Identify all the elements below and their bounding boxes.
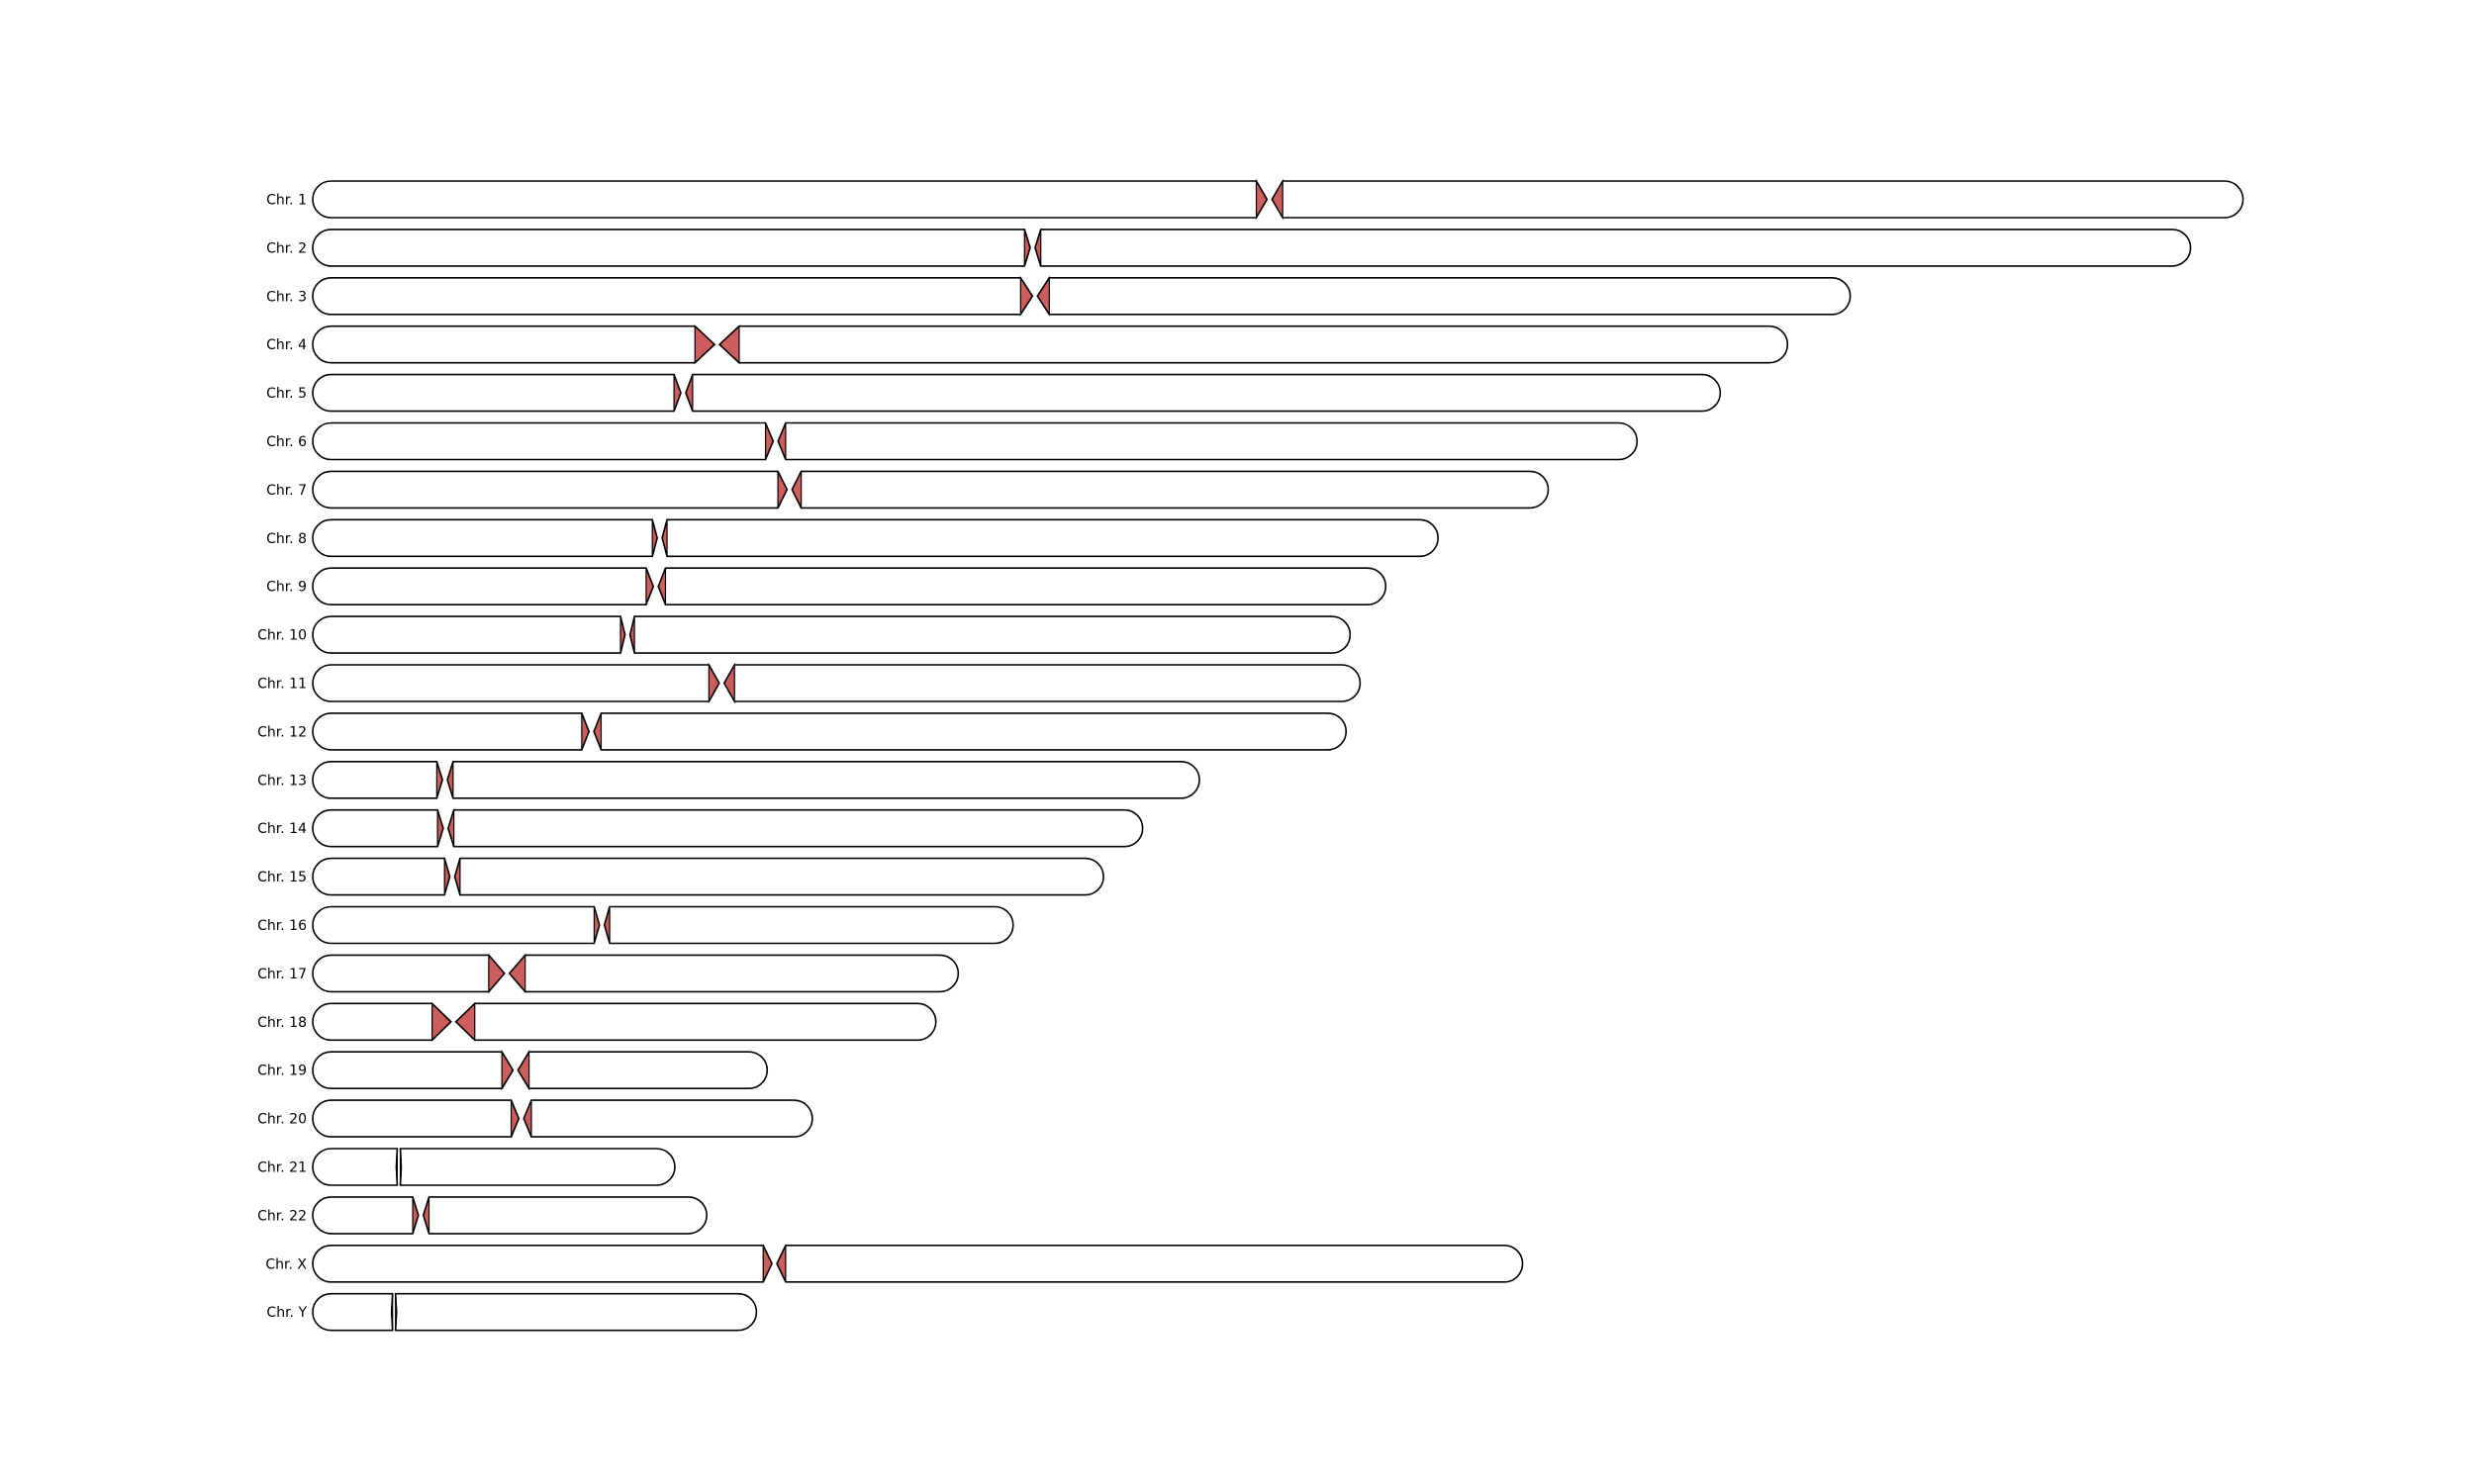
chromosome-label: Chr. 6: [266, 434, 307, 450]
p-arm: [312, 664, 720, 702]
chromosome-row: Chr. 13: [257, 761, 1200, 799]
p-arm: [312, 905, 601, 945]
chromosome-row: Chr. 11: [257, 662, 1362, 704]
p-arm: [312, 229, 1031, 267]
chromosome-row: Chr. X: [265, 1245, 1524, 1283]
p-arm: [312, 567, 655, 605]
chromosome-row: Chr. 5: [266, 373, 1722, 413]
chromosome-row: Chr. 18: [257, 1001, 937, 1042]
chromosome-label: Chr. 22: [257, 1208, 307, 1224]
chromosome-label: Chr. 8: [266, 531, 307, 547]
chromosome-label: Chr. 11: [257, 677, 307, 693]
chromosome-label: Chr. 21: [257, 1160, 307, 1176]
q-arm: [394, 1292, 758, 1332]
chromosome-rows: Chr. 1 Chr. 2 Chr. 3 Chr. 4 Chr. 5 Chr. 6 Chr.…: [257, 178, 2244, 1332]
q-arm: [1271, 180, 2244, 219]
p-arm: [312, 1292, 394, 1332]
chromosome-label: Chr. 12: [257, 724, 307, 740]
q-arm: [454, 1002, 937, 1042]
p-arm: [312, 1148, 399, 1186]
chromosome-label: Chr. 5: [266, 386, 307, 402]
chromosome-row: Chr. 12: [257, 712, 1348, 751]
p-arm: [312, 277, 1034, 316]
chromosome-label: Chr. 19: [257, 1064, 307, 1079]
chromosome-row: Chr. 6: [266, 421, 1639, 461]
chromosome-label: Chr. 10: [257, 628, 307, 644]
chromosome-label: Chr. 20: [257, 1112, 307, 1128]
chromosome-label: Chr. Y: [266, 1305, 307, 1321]
q-arm: [422, 1196, 708, 1235]
q-arm: [791, 470, 1550, 510]
chromosome-label: Chr. 18: [257, 1015, 307, 1031]
chromosome-row: Chr. 7: [266, 470, 1550, 510]
q-arm: [447, 808, 1144, 848]
chromosome-label: Chr. 4: [266, 337, 307, 353]
p-arm: [312, 808, 444, 848]
q-arm: [399, 1148, 676, 1186]
p-arm: [312, 1051, 515, 1089]
chromosome-row: Chr. 16: [257, 905, 1014, 945]
chromosome-label: Chr. 16: [257, 918, 307, 934]
chromosome-label: Chr. 14: [257, 821, 307, 837]
p-arm: [312, 761, 443, 799]
q-arm: [603, 905, 1014, 945]
chromosome-row: Chr. 4: [266, 325, 1789, 365]
p-arm: [312, 615, 626, 654]
p-arm: [312, 180, 1269, 219]
q-arm: [453, 857, 1104, 896]
p-arm: [312, 1196, 420, 1235]
chromosome-row: Chr. 14: [257, 808, 1144, 848]
q-arm: [722, 664, 1362, 702]
p-arm: [312, 712, 591, 751]
chromosome-row: Chr. 9: [266, 567, 1387, 605]
chromosome-row: Chr. 3: [266, 275, 1852, 317]
q-arm: [523, 1099, 813, 1138]
q-arm: [776, 1245, 1524, 1283]
q-arm: [1034, 229, 2192, 267]
p-arm: [312, 857, 451, 896]
chromosome-row: Chr. 8: [266, 518, 1439, 558]
chromosome-label: Chr. 9: [266, 580, 307, 596]
q-arm: [1036, 277, 1852, 316]
chromosome-row: Chr. 21: [257, 1148, 676, 1186]
q-arm: [628, 615, 1352, 654]
chromosome-row: Chr. 1: [266, 178, 2244, 221]
chromosome-label: Chr. X: [265, 1256, 307, 1272]
p-arm: [312, 954, 506, 993]
p-arm: [312, 1099, 521, 1138]
p-arm: [312, 421, 775, 461]
q-arm: [685, 373, 1722, 413]
chromosome-row: Chr. 2: [266, 229, 2192, 267]
chromosome-row: Chr. Y: [266, 1292, 758, 1332]
p-arm: [312, 1245, 773, 1283]
chromosome-row: Chr. 20: [257, 1099, 813, 1138]
q-arm: [517, 1051, 769, 1089]
q-arm: [661, 518, 1439, 558]
chromosome-label: Chr. 17: [257, 967, 307, 982]
chromosome-label: Chr. 7: [266, 483, 307, 499]
q-arm: [508, 954, 960, 993]
chromosome-label: Chr. 15: [257, 870, 307, 885]
q-arm: [446, 761, 1200, 799]
chromosome-row: Chr. 19: [257, 1050, 769, 1091]
p-arm: [312, 470, 789, 510]
chromosome-label: Chr. 3: [266, 289, 307, 305]
q-arm: [657, 567, 1387, 605]
chromosome-row: Chr. 10: [257, 615, 1352, 654]
p-arm: [312, 518, 658, 558]
q-arm: [593, 712, 1348, 751]
q-arm: [717, 325, 1789, 364]
chromosome-row: Chr. 15: [257, 857, 1104, 896]
chromosome-label: Chr. 2: [266, 240, 307, 256]
chromosome-row: Chr. 17: [257, 953, 960, 994]
p-arm: [312, 1002, 452, 1042]
p-arm: [312, 373, 682, 413]
p-arm: [312, 325, 716, 364]
q-arm: [777, 421, 1639, 461]
chromosome-row: Chr. 22: [257, 1196, 708, 1235]
chromosome-label: Chr. 1: [266, 193, 307, 209]
chromosome-label: Chr. 13: [257, 773, 307, 788]
